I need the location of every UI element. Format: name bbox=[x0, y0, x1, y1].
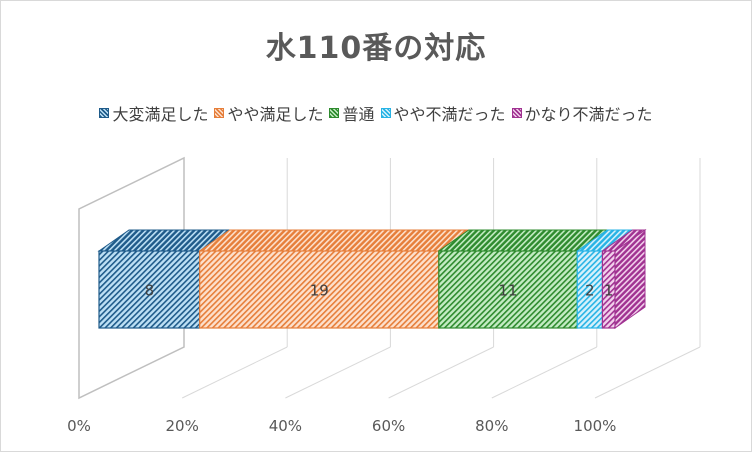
legend-item: かなり不満だった bbox=[511, 101, 653, 125]
legend-item: やや不満だった bbox=[380, 101, 506, 125]
bar bbox=[438, 250, 578, 329]
x-tick-label: 0% bbox=[67, 417, 91, 435]
legend: 大変満足した やや満足した 普通 やや不満だった かなり不満だった bbox=[1, 101, 751, 125]
data-label: 11 bbox=[498, 282, 517, 300]
bar-top bbox=[198, 229, 471, 252]
gridline-floor bbox=[491, 346, 598, 399]
gridline-floor bbox=[181, 346, 288, 399]
bars: 8 19 11 2 1 bbox=[97, 229, 647, 329]
gridline-floor bbox=[285, 346, 391, 399]
data-label: 1 bbox=[604, 282, 614, 300]
gridline-floor bbox=[594, 346, 701, 399]
legend-swatch bbox=[380, 108, 391, 118]
legend-swatch bbox=[214, 108, 225, 118]
data-label: 8 bbox=[145, 282, 155, 300]
legend-swatch bbox=[99, 108, 110, 118]
x-tick-label: 100% bbox=[574, 417, 617, 435]
legend-label: かなり不満だった bbox=[524, 105, 653, 124]
bar bbox=[98, 250, 201, 329]
bar bbox=[576, 250, 604, 329]
legend-swatch bbox=[329, 108, 340, 118]
legend-label: 普通 bbox=[342, 105, 375, 124]
x-tick-label: 40% bbox=[269, 417, 302, 435]
chart-title: 水110番の対応 bbox=[265, 31, 487, 66]
legend-item: やや満足した bbox=[214, 101, 323, 125]
legend-item: 大変満足した bbox=[99, 101, 208, 125]
legend-item: 普通 bbox=[329, 101, 375, 125]
data-label: 19 bbox=[310, 282, 329, 300]
bar bbox=[601, 250, 616, 329]
x-tick-label: 80% bbox=[475, 417, 508, 435]
legend-label: 大変満足した bbox=[112, 105, 209, 124]
legend-swatch bbox=[511, 108, 522, 118]
left-wall bbox=[78, 156, 185, 400]
legend-label: やや満足した bbox=[227, 105, 324, 124]
data-label: 2 bbox=[585, 282, 595, 300]
x-tick-label: 60% bbox=[372, 417, 405, 435]
gridline-floor bbox=[388, 346, 494, 399]
x-axis: 0% 20% 40% 60% 80% 100% bbox=[67, 417, 616, 435]
legend-label: やや不満だった bbox=[393, 105, 506, 124]
x-tick-label: 20% bbox=[166, 417, 199, 435]
